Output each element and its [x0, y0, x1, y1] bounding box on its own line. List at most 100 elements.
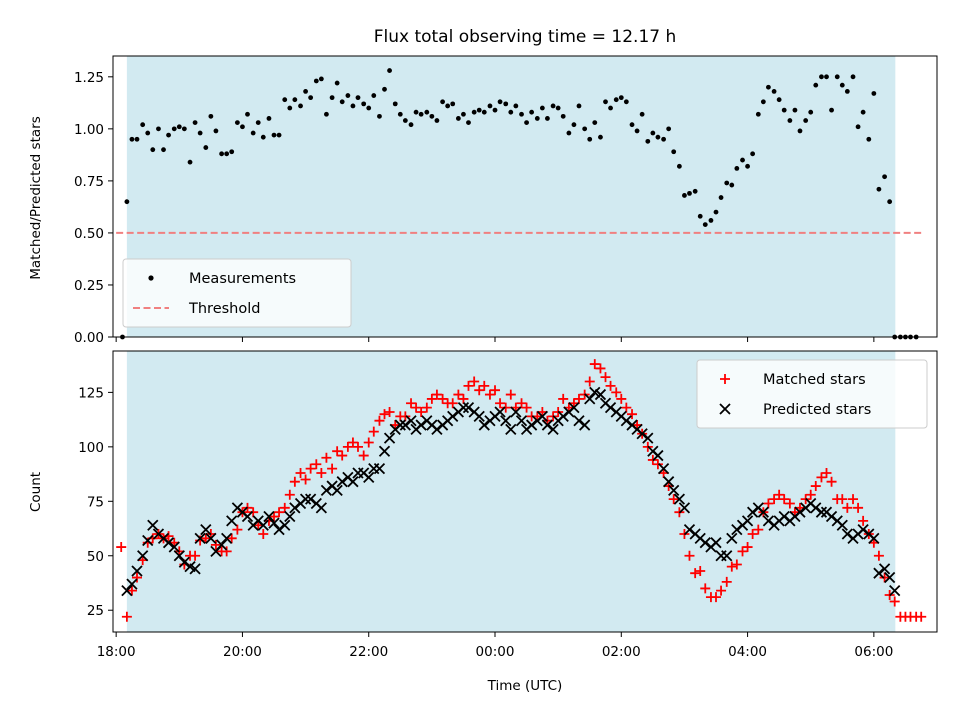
matched-star-point	[332, 446, 343, 457]
chart-title: Flux total observing time = 12.17 h	[374, 27, 677, 47]
predicted-star-point	[841, 528, 853, 540]
matched-star-point	[347, 437, 358, 448]
measurement-point	[350, 103, 356, 109]
predicted-star-point	[315, 502, 328, 514]
matched-star-point	[484, 389, 495, 400]
measurement-point	[276, 132, 282, 138]
measurement-point	[534, 116, 540, 121]
predicted-star-point	[536, 410, 549, 422]
measurement-point	[792, 107, 798, 113]
matched-star-point	[363, 437, 374, 448]
predicted-star-point	[473, 410, 485, 422]
measurement-point	[866, 136, 872, 142]
matched-star-point	[121, 611, 132, 622]
matched-star-point	[721, 576, 732, 587]
matched-star-point	[495, 398, 506, 409]
predicted-star-point	[510, 406, 522, 418]
predicted-star-point	[541, 419, 554, 431]
measurement-point	[666, 126, 672, 132]
measurement-point	[645, 138, 651, 144]
matched-star-point	[842, 502, 853, 513]
x-tick-label: 18:00	[97, 644, 136, 660]
measurement-point	[639, 111, 645, 117]
y-tick-label: 100	[78, 440, 104, 456]
matched-star-point	[116, 542, 127, 553]
predicted-star-point	[189, 563, 201, 575]
predicted-star-point	[594, 388, 607, 401]
measurement-point	[455, 116, 461, 121]
predicted-star-point	[762, 515, 775, 527]
measurement-point	[734, 166, 740, 171]
measurement-point	[171, 126, 177, 132]
measurement-point	[702, 222, 708, 228]
measurement-point	[776, 97, 782, 103]
predicted-star-point	[263, 510, 275, 523]
measurement-point	[787, 118, 793, 123]
measurement-point	[829, 107, 834, 113]
legend-box	[122, 258, 352, 328]
predicted-star-point	[205, 532, 217, 544]
predicted-star-point	[320, 484, 333, 497]
measurement-point	[397, 111, 403, 117]
matched-star-point	[305, 463, 316, 474]
measurement-point	[298, 103, 303, 109]
measurement-point	[418, 111, 424, 117]
matched-star-point	[858, 515, 869, 526]
y-tick-label: 125	[78, 385, 104, 401]
predicted-star-point	[394, 419, 406, 431]
predicted-star-point	[257, 519, 269, 531]
measurement-point	[361, 101, 367, 107]
measurement-point	[466, 120, 471, 126]
measurement-point	[266, 116, 272, 121]
measurement-point	[203, 145, 209, 150]
matched-star-point	[500, 402, 511, 413]
matched-star-point	[358, 450, 369, 461]
y-tick-label: 0.50	[74, 226, 104, 242]
predicted-star-point	[137, 550, 149, 562]
matched-star-point	[126, 585, 137, 596]
predicted-star-point	[178, 556, 190, 568]
x-tick-label: 02:00	[602, 644, 641, 660]
count-panel: Count Time (UTC) 25 50 75 100 125 18:00 20:00 2…	[28, 350, 938, 694]
predicted-star-point	[289, 502, 301, 514]
measurement-point	[676, 163, 682, 169]
matched-star-point	[521, 402, 532, 413]
matched-star-point	[763, 498, 774, 509]
measurement-point	[724, 180, 730, 186]
measurement-point	[839, 82, 845, 88]
predicted-star-point	[168, 541, 180, 553]
measurement-point	[334, 80, 340, 86]
measurement-point	[450, 101, 456, 107]
predicted-star-point	[741, 515, 754, 527]
matched-star-point	[700, 583, 711, 594]
predicted-star-point	[126, 578, 138, 590]
matched-star-point	[747, 528, 758, 539]
measurement-point	[687, 190, 692, 196]
matched-star-point	[426, 393, 437, 404]
legend-label: Predicted stars	[763, 402, 871, 418]
matched-star-point	[463, 380, 474, 391]
measurement-point	[313, 78, 319, 84]
count-y-axis-label: Count	[28, 472, 44, 512]
measurement-point	[208, 113, 214, 119]
measurement-point	[571, 122, 577, 128]
matched-star-point	[337, 450, 348, 461]
measurement-point	[134, 136, 140, 142]
predicted-star-point	[131, 565, 143, 577]
matched-star-point	[779, 494, 790, 505]
legend-label: Matched stars	[763, 372, 866, 388]
matched-star-point	[605, 380, 616, 391]
measurement-point	[471, 109, 477, 115]
predicted-star-point	[405, 415, 417, 427]
measurement-point	[124, 199, 130, 205]
measurement-point	[197, 130, 203, 136]
legend-label: Measurements	[189, 271, 296, 287]
matched-star-point	[327, 463, 338, 474]
predicted-star-point	[878, 563, 891, 575]
predicted-star-point	[884, 571, 896, 584]
measurement-point	[550, 103, 556, 109]
predicted-star-point	[746, 506, 759, 518]
measurement-point	[860, 109, 866, 115]
ratio-y-axis-label: Matched/Predicted stars	[28, 116, 44, 279]
predicted-star-point	[215, 539, 228, 551]
